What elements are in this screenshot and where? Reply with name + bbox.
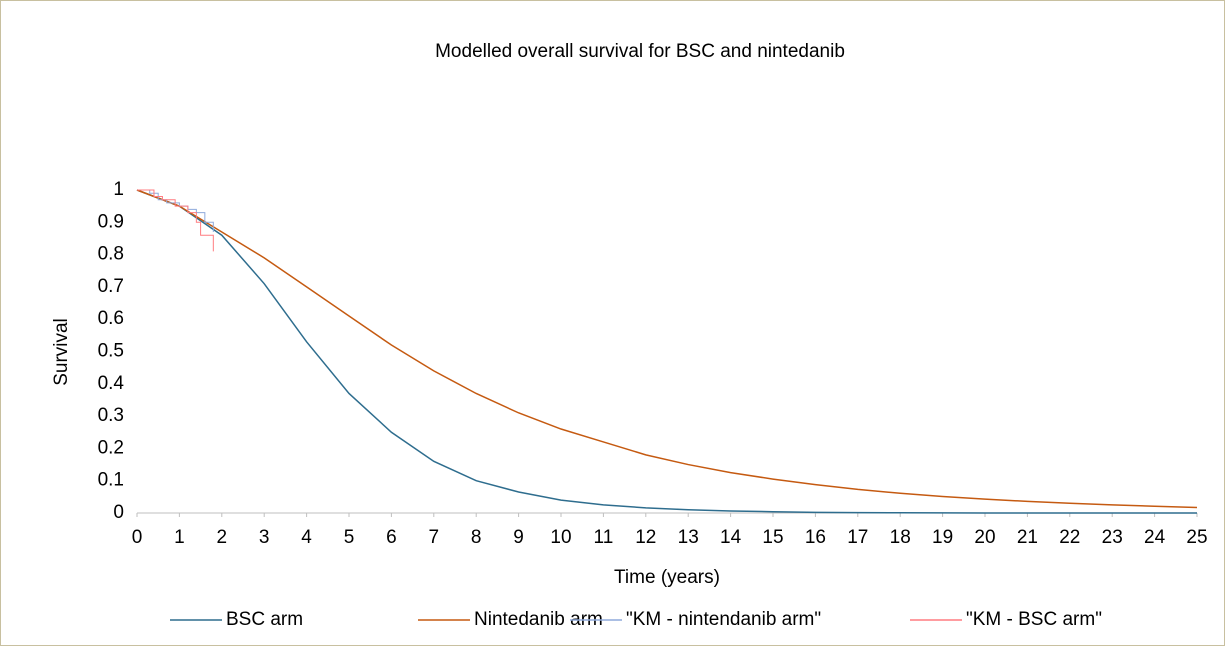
x-tick-label: 7 bbox=[429, 527, 440, 548]
x-tick-label: 24 bbox=[1144, 527, 1166, 548]
y-tick-label: 0.7 bbox=[98, 276, 124, 297]
x-tick-label: 3 bbox=[259, 527, 270, 548]
y-tick-label: 0.1 bbox=[98, 470, 124, 491]
x-tick-label: 12 bbox=[635, 527, 656, 548]
legend-label: "KM - BSC arm" bbox=[966, 609, 1102, 630]
x-tick-label: 2 bbox=[217, 527, 228, 548]
y-axis-title: Survival bbox=[51, 318, 72, 386]
x-tick-label: 1 bbox=[174, 527, 185, 548]
y-tick-label: 0.3 bbox=[98, 405, 124, 426]
y-tick-label: 0.2 bbox=[98, 437, 124, 458]
series-line bbox=[136, 189, 1198, 509]
y-tick-label: 1 bbox=[113, 179, 124, 200]
y-tick-label: 0.8 bbox=[98, 244, 124, 265]
x-tick-label: 14 bbox=[720, 527, 742, 548]
x-tick-label: 9 bbox=[513, 527, 524, 548]
x-tick-label: 25 bbox=[1186, 527, 1207, 548]
series-line bbox=[137, 189, 214, 252]
y-tick-label: 0 bbox=[113, 502, 124, 523]
x-tick-label: 4 bbox=[301, 527, 312, 548]
y-tick-label: 0.4 bbox=[98, 373, 125, 394]
x-tick-label: 23 bbox=[1102, 527, 1123, 548]
legend-label: Nintedanib arm bbox=[474, 609, 603, 630]
x-tick-label: 20 bbox=[974, 527, 995, 548]
x-tick-label: 15 bbox=[762, 527, 783, 548]
x-tick-label: 16 bbox=[805, 527, 826, 548]
y-tick-label: 0.6 bbox=[98, 308, 124, 329]
x-tick-label: 13 bbox=[678, 527, 699, 548]
x-tick-label: 18 bbox=[890, 527, 911, 548]
x-tick-label: 21 bbox=[1017, 527, 1038, 548]
x-tick-label: 19 bbox=[932, 527, 953, 548]
x-tick-label: 6 bbox=[386, 527, 397, 548]
x-tick-label: 11 bbox=[594, 527, 614, 548]
x-tick-label: 17 bbox=[847, 527, 868, 548]
y-tick-label: 0.9 bbox=[98, 211, 124, 232]
legend-label: BSC arm bbox=[226, 609, 303, 630]
x-tick-label: 0 bbox=[132, 527, 143, 548]
legend-label: "KM - nintendanib arm" bbox=[626, 609, 821, 630]
x-tick-label: 8 bbox=[471, 527, 482, 548]
x-tick-label: 22 bbox=[1059, 527, 1080, 548]
chart-title: Modelled overall survival for BSC and ni… bbox=[435, 41, 845, 62]
x-tick-label: 10 bbox=[550, 527, 571, 548]
x-axis-title: Time (years) bbox=[614, 567, 720, 588]
series-line bbox=[136, 189, 1197, 514]
x-tick-label: 5 bbox=[344, 527, 355, 548]
y-tick-label: 0.5 bbox=[98, 341, 124, 362]
